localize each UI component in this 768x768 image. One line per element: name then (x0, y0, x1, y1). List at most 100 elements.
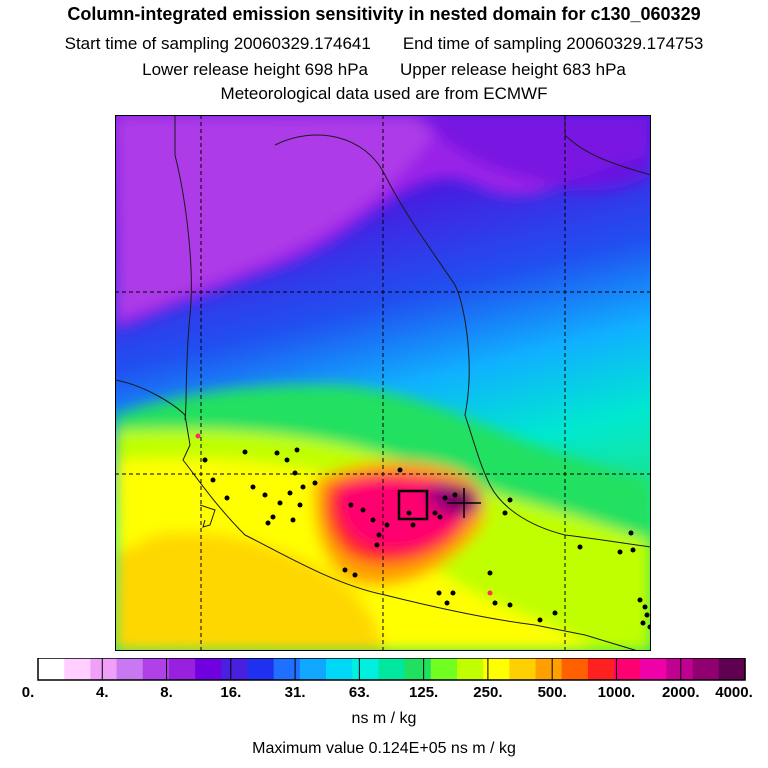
source-marker (630, 547, 636, 553)
source-marker (384, 522, 390, 528)
map-frame (115, 115, 651, 651)
source-marker (287, 490, 293, 496)
source-marker (644, 612, 650, 618)
source-marker (274, 450, 280, 456)
source-marker (224, 495, 230, 501)
max-value-label: Maximum value 0.124E+05 ns m / kg (252, 740, 516, 757)
release-heights: Lower release height 698 hPa Upper releas… (0, 60, 768, 80)
coastlines (115, 115, 651, 651)
colorbar-bin (535, 658, 563, 680)
colorbar-bin (718, 658, 746, 680)
source-marker (450, 590, 456, 596)
peninsula-line (199, 504, 216, 528)
colorbar-tick-label: 0. (21, 684, 35, 701)
source-marker (637, 597, 643, 603)
colorbar-tick-label: 2000. (661, 684, 700, 701)
source-marker (507, 602, 513, 608)
colorbar-bin (326, 658, 353, 680)
source-marker (202, 457, 208, 463)
start-time-label: Start time of sampling 20060329.174641 (64, 34, 371, 53)
colorbar-units: ns m / kg (351, 710, 417, 727)
colorbar-bin (456, 658, 484, 680)
source-marker (552, 610, 558, 616)
grid-lines (115, 115, 651, 651)
source-marker (397, 467, 403, 473)
colorbar-tick-label: 4000. (715, 684, 753, 701)
source-marker (640, 620, 646, 626)
colorbar-bin (430, 658, 458, 680)
colorbar-bin (509, 658, 537, 680)
source-marker (487, 570, 493, 576)
map-svg (115, 115, 651, 651)
source-marker (300, 484, 306, 490)
source-marker (348, 502, 354, 508)
met-data-label: Meteorological data used are from ECMWF (220, 84, 548, 103)
end-time-label: End time of sampling 20060329.174753 (402, 34, 704, 53)
colorbar-frame (37, 658, 746, 681)
colorbar-bin (221, 658, 249, 680)
west-boundary-line (174, 115, 192, 421)
northeast-border-line (564, 115, 651, 176)
colorbar-ticks: 0. 4. 8. 16. 31. 63. 125. 250. 500. 1000. 2000. 400… (0, 684, 768, 704)
sensitivity-map (115, 115, 651, 651)
colorbar-bin (247, 658, 275, 680)
colorbar-bin (561, 658, 589, 680)
source-marker (376, 532, 382, 538)
source-marker (210, 477, 216, 483)
receptor (397, 488, 481, 521)
colorbar-bin (666, 658, 694, 680)
source-marker (270, 514, 276, 520)
source-marker (360, 507, 366, 513)
colorbar (37, 658, 746, 681)
chart-title: Column-integrated emission sensitivity i… (67, 4, 701, 24)
colorbar-bin (483, 658, 510, 680)
source-marker (432, 510, 438, 516)
source-marker (370, 517, 376, 523)
source-marker-highlight (195, 433, 201, 439)
source-marker (507, 497, 513, 503)
colorbar-tick-label: 125. (409, 684, 439, 701)
source-marker (374, 542, 380, 548)
colorbar-bin (299, 658, 327, 680)
source-marker (312, 480, 318, 486)
colorbar-bin (90, 658, 118, 680)
source-marker (617, 549, 623, 555)
colorbar-tick-label: 4. (96, 684, 109, 701)
colorbar-bin (692, 658, 720, 680)
source-marker (294, 447, 300, 453)
colorbar-bin (142, 658, 170, 680)
source-marker (352, 572, 358, 578)
colorbar-bin (116, 658, 144, 680)
sensitivity-layers (115, 115, 651, 651)
pacific-coast-line (115, 379, 640, 651)
source-marker (410, 522, 416, 528)
colorbar-tick-label: 1000. (597, 684, 636, 701)
source-marker (437, 514, 443, 520)
source-marker (250, 484, 256, 490)
colorbar-bin (273, 658, 301, 680)
colorbar-tick-label: 500. (537, 684, 567, 701)
colorbar-bin (168, 658, 196, 680)
source-marker (284, 457, 290, 463)
source-marker (290, 517, 296, 523)
layer-purple (115, 115, 445, 320)
source-markers (195, 433, 651, 630)
source-marker (444, 600, 450, 606)
receptor-box (397, 489, 429, 521)
colorbar-bin (587, 658, 615, 680)
colorbar-bin (404, 658, 432, 680)
source-marker-highlight (487, 590, 493, 596)
colorbar-bin (352, 658, 380, 680)
upper-release-label: Upper release height 683 hPa (400, 60, 626, 79)
layer-indigo (415, 115, 651, 191)
colorbar-tick-label: 16. (220, 684, 242, 701)
source-marker (577, 544, 583, 550)
source-marker (262, 492, 268, 498)
colorbar-bin (195, 658, 222, 680)
source-marker (342, 567, 348, 573)
colorbar-tick-label: 63. (348, 684, 370, 701)
colorbar-bin (614, 658, 641, 680)
lower-release-label: Lower release height 698 hPa (142, 60, 368, 79)
source-marker (277, 500, 283, 506)
source-marker (492, 600, 498, 606)
